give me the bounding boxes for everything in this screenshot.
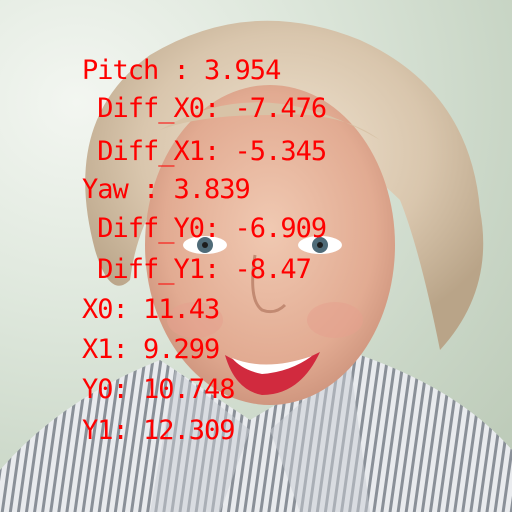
face — [145, 85, 395, 405]
readout-line: Diff_X1: -5.345 — [82, 136, 327, 167]
readout-line: Diff_X0: -7.476 — [82, 93, 327, 124]
readout-line: Pitch : 3.954 — [82, 55, 281, 86]
hair — [85, 20, 484, 350]
readout-line: Y0: 10.748 — [82, 374, 236, 405]
readout-line: Yaw : 3.839 — [82, 174, 251, 205]
shirt — [0, 355, 512, 512]
readout-line: Y1: 12.309 — [82, 415, 236, 446]
readout-line: X0: 11.43 — [82, 294, 220, 325]
readout-line: X1: 9.299 — [82, 334, 220, 365]
readout-line: Diff_Y1: -8.47 — [82, 254, 312, 285]
readout-line: Diff_Y0: -6.909 — [82, 213, 327, 244]
